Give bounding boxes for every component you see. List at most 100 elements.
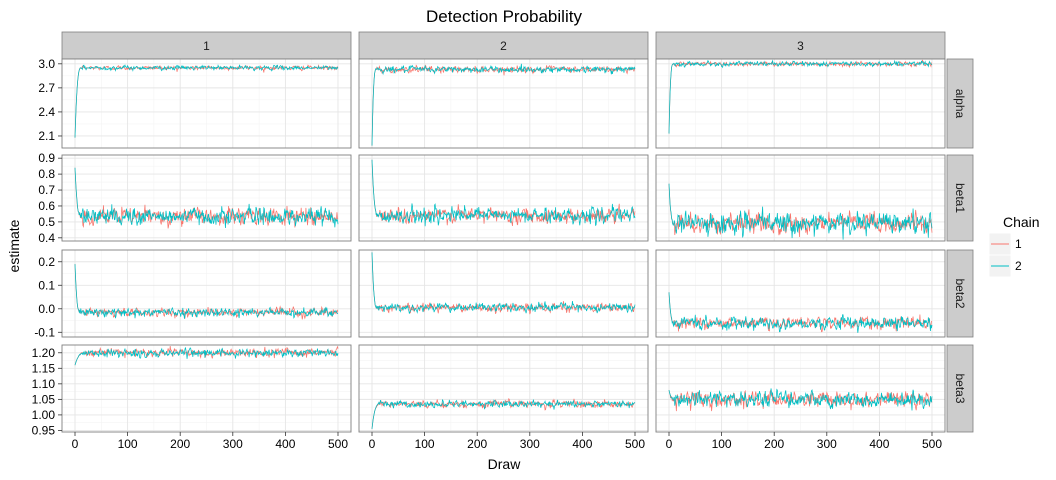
panel-1-beta2	[61, 249, 352, 338]
legend-item-chain-1: 1	[988, 232, 1022, 256]
y-axis-title: estimate	[6, 219, 22, 272]
legend-item-chain-2: 2	[988, 254, 1022, 278]
series-line-chain-2	[74, 347, 339, 366]
panel-2-beta1	[358, 154, 649, 242]
x-tick-label: 500	[922, 437, 942, 451]
legend-label: 1	[1015, 237, 1022, 251]
x-tick-label: 0	[72, 437, 79, 451]
series-line-chain-2	[371, 63, 636, 146]
column-strip-2	[358, 31, 649, 60]
x-axis: 0 100 200 300 400 500 0 100 200 300 400 500 0 100 200 3…	[72, 432, 942, 451]
facet-panels	[61, 58, 946, 433]
y-tick-label: 3.0	[38, 57, 55, 71]
row-strip-beta1	[946, 154, 974, 242]
y-axes: 2.1 2.4 2.7 3.0 0.4 0.5 0.6 0.7 0.8 0.9 -0.1 0.0 0.1…	[32, 57, 62, 437]
series-line-chain-2	[74, 64, 339, 138]
x-tick-label: 300	[817, 437, 837, 451]
column-strip-1	[61, 31, 352, 60]
panel-2-beta3	[358, 344, 649, 433]
x-tick-label: 400	[869, 437, 889, 451]
column-strip-3	[655, 31, 946, 60]
panel-border	[655, 344, 946, 433]
row-strip-label-alpha: alpha	[953, 89, 967, 119]
series-line-chain-2	[668, 59, 933, 134]
y-tick-label: 0.6	[38, 199, 55, 213]
y-tick-label: 0.0	[38, 302, 55, 316]
row-strip-beta2	[946, 249, 974, 338]
panel-border	[61, 154, 352, 242]
x-tick-label: 300	[520, 437, 540, 451]
series-line-chain-2	[668, 183, 933, 240]
y-tick-label: 2.1	[38, 129, 55, 143]
y-tick-label: 2.7	[38, 81, 55, 95]
row-strip-beta3	[946, 344, 974, 433]
panel-1-alpha	[61, 58, 352, 149]
panel-border	[358, 154, 649, 242]
panel-border	[358, 249, 649, 338]
panel-border	[655, 154, 946, 242]
y-tick-label: 0.95	[32, 423, 56, 437]
x-tick-label: 500	[328, 437, 348, 451]
panel-border	[655, 249, 946, 338]
legend-title: Chain	[1003, 214, 1040, 230]
legend-items: 12	[988, 232, 1022, 278]
panel-1-beta1	[61, 154, 352, 242]
x-tick-label: 200	[170, 437, 190, 451]
panel-3-beta1	[655, 154, 946, 242]
y-tick-label: 0.1	[38, 278, 55, 292]
column-strip-label-2: 2	[500, 39, 507, 53]
y-tick-label: 2.4	[38, 105, 55, 119]
x-axis-title: Draw	[488, 456, 522, 472]
panel-3-beta2	[655, 249, 946, 338]
y-tick-label: 1.20	[32, 346, 56, 360]
panel-border	[358, 344, 649, 433]
y-tick-label: 1.10	[32, 377, 56, 391]
column-strips: 1 2 3	[61, 31, 946, 60]
row-strip-label-beta1: beta1	[953, 183, 967, 213]
chart-title: Detection Probability	[426, 7, 582, 26]
series-line-chain-2	[371, 399, 636, 429]
row-strips: alpha beta1 beta2 beta3	[946, 58, 974, 433]
x-tick-label: 500	[625, 437, 645, 451]
row-strip-label-beta2: beta2	[953, 278, 967, 308]
x-tick-label: 200	[467, 437, 487, 451]
y-tick-label: 1.05	[32, 392, 56, 406]
series-line-chain-2	[668, 292, 933, 333]
series-line-chain-2	[371, 252, 636, 314]
row-strip-alpha	[946, 58, 974, 149]
series-line-chain-1	[74, 64, 339, 138]
legend-label: 2	[1015, 259, 1022, 273]
x-tick-label: 0	[666, 437, 673, 451]
legend: Chain 12	[988, 214, 1040, 278]
x-tick-label: 300	[223, 437, 243, 451]
x-tick-label: 400	[275, 437, 295, 451]
x-tick-label: 200	[764, 437, 784, 451]
panel-border	[358, 58, 649, 149]
series-line-chain-2	[371, 159, 636, 227]
y-tick-label: 0.7	[38, 183, 55, 197]
x-tick-label: 100	[712, 437, 732, 451]
panel-2-alpha	[358, 58, 649, 149]
x-tick-label: 100	[118, 437, 138, 451]
y-tick-label: 1.15	[32, 361, 56, 375]
series-line-chain-2	[74, 264, 339, 319]
panel-2-beta2	[358, 249, 649, 338]
y-tick-label: 1.00	[32, 408, 56, 422]
series-line-chain-2	[74, 167, 339, 229]
series-line-chain-2	[668, 388, 933, 411]
y-tick-label: 0.2	[38, 255, 55, 269]
y-tick-label: 0.4	[38, 231, 55, 245]
row-strip-label-beta3: beta3	[953, 373, 967, 403]
x-tick-label: 400	[572, 437, 592, 451]
column-strip-label-1: 1	[203, 39, 210, 53]
y-tick-label: 0.5	[38, 215, 55, 229]
y-tick-label: 0.8	[38, 167, 55, 181]
panel-3-beta3	[655, 344, 946, 433]
x-tick-label: 0	[369, 437, 376, 451]
series-line-chain-1	[74, 167, 339, 229]
x-tick-label: 100	[415, 437, 435, 451]
panel-border	[61, 58, 352, 149]
column-strip-label-3: 3	[797, 39, 804, 53]
panel-border	[61, 249, 352, 338]
